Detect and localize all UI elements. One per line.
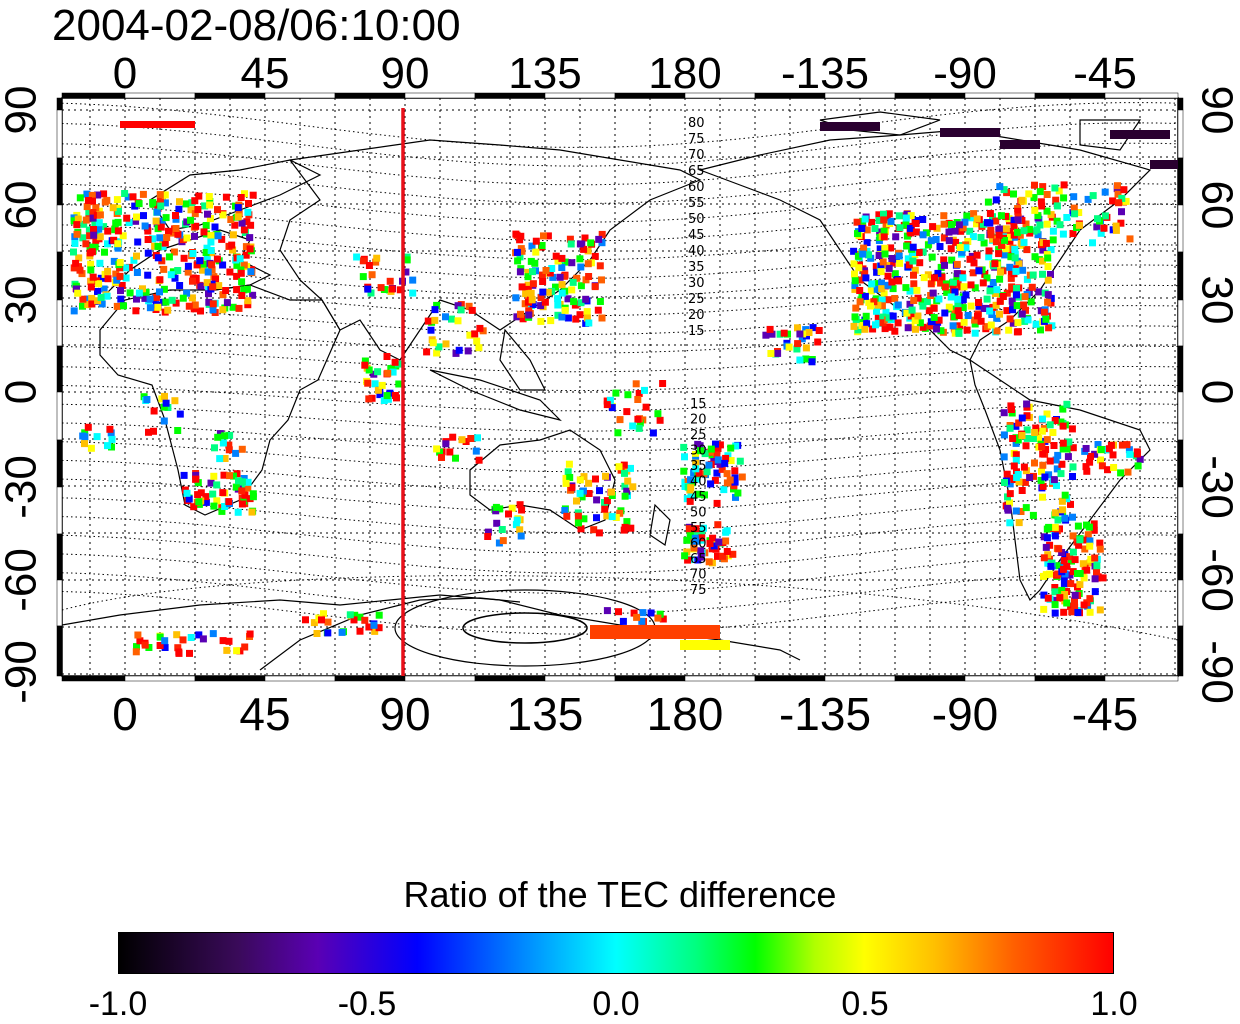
lon-tick-label: 0 — [112, 688, 138, 740]
contour-label: 25 — [690, 428, 707, 443]
lat-tick-label: -30 — [0, 455, 46, 519]
lat-tick-label: 0 — [0, 380, 46, 404]
lon-tick-label: -45 — [1073, 49, 1137, 98]
colorbar-title: Ratio of the TEC difference — [403, 874, 837, 915]
lat-tick-label: 60 — [0, 181, 46, 230]
contour-label: 70 — [688, 148, 705, 163]
lon-tick-label: 90 — [381, 49, 430, 98]
contour-label: 55 — [688, 196, 705, 211]
colorbar-tick-label: 1.0 — [1090, 985, 1138, 1023]
contour-label: 15 — [688, 324, 705, 339]
lon-tick-label: -45 — [1072, 688, 1138, 740]
map-frame — [56, 92, 1184, 682]
contour-label: 30 — [688, 276, 705, 291]
plot-title: 2004-02-08/06:10:00 — [52, 1, 461, 50]
lon-tick-label: 90 — [379, 688, 430, 740]
contour-label: 20 — [688, 308, 705, 323]
lon-tick-label: 0 — [113, 49, 137, 98]
lon-tick-label: -90 — [933, 49, 997, 98]
contour-label: 40 — [690, 475, 707, 490]
lon-tick-label: 45 — [239, 688, 290, 740]
contour-label: 55 — [690, 521, 707, 536]
bottom-longitude-ticks: 0 45 90 135 180 -135 -90 -45 — [112, 688, 1138, 740]
contour-label: 65 — [688, 164, 705, 179]
contour-label: 75 — [690, 583, 707, 598]
lat-tick-label: -90 — [0, 640, 46, 704]
contour-label: 75 — [688, 132, 705, 147]
contour-label: 45 — [690, 490, 707, 505]
colorbar-tick-label: 0.5 — [841, 985, 889, 1023]
lat-tick-label: 30 — [1192, 276, 1240, 325]
lon-tick-label: -135 — [779, 688, 871, 740]
lat-tick-label: 0 — [1192, 380, 1240, 404]
colorbar-tick-label: 0.0 — [592, 985, 640, 1023]
lat-tick-label: 90 — [0, 86, 46, 135]
colorbar — [118, 932, 1114, 974]
contour-label: 35 — [688, 260, 705, 275]
colorbar-tick-label: -1.0 — [88, 985, 148, 1023]
tec-map: 0 45 90 135 180 -135 -90 -45 0 45 90 135 180 -135 -90… — [0, 49, 1240, 740]
contour-label: 45 — [688, 228, 705, 243]
contour-label: 50 — [690, 506, 707, 521]
contour-label: 25 — [688, 292, 705, 307]
right-latitude-ticks: 90 60 30 0 -30 -60 -90 — [1192, 86, 1240, 704]
lon-tick-label: -135 — [781, 49, 869, 98]
contour-label: 60 — [690, 537, 707, 552]
contour-label: 15 — [690, 397, 707, 412]
lat-tick-label: -90 — [1192, 640, 1240, 704]
contour-label: 20 — [690, 413, 707, 428]
lon-tick-label: 180 — [648, 49, 721, 98]
left-latitude-ticks: 90 60 30 0 -30 -60 -90 — [0, 86, 46, 704]
lat-tick-label: -60 — [0, 548, 46, 612]
lat-tick-label: -60 — [1192, 548, 1240, 612]
lat-tick-label: 90 — [1192, 86, 1240, 135]
contour-label: 70 — [690, 568, 707, 583]
lat-tick-label: 60 — [1192, 181, 1240, 230]
lon-tick-label: 180 — [647, 688, 724, 740]
top-longitude-ticks: 0 45 90 135 180 -135 -90 -45 — [113, 49, 1137, 98]
contour-label: 40 — [688, 244, 705, 259]
tec-data-cells — [70, 121, 1178, 657]
lon-tick-label: 45 — [241, 49, 290, 98]
contour-labels: 8075706560555045403530252015152025303540… — [688, 116, 707, 598]
contour-label: 80 — [688, 116, 705, 131]
lat-tick-label: 30 — [0, 276, 46, 325]
contour-label: 50 — [688, 212, 705, 227]
contour-label: 60 — [688, 180, 705, 195]
lon-tick-label: 135 — [507, 688, 584, 740]
contour-label: 30 — [690, 444, 707, 459]
lon-tick-label: 135 — [508, 49, 581, 98]
lat-tick-label: -30 — [1192, 455, 1240, 519]
contour-label: 65 — [690, 552, 707, 567]
contour-label: 35 — [690, 459, 707, 474]
lon-tick-label: -90 — [932, 688, 998, 740]
colorbar-tick-label: -0.5 — [337, 985, 397, 1023]
